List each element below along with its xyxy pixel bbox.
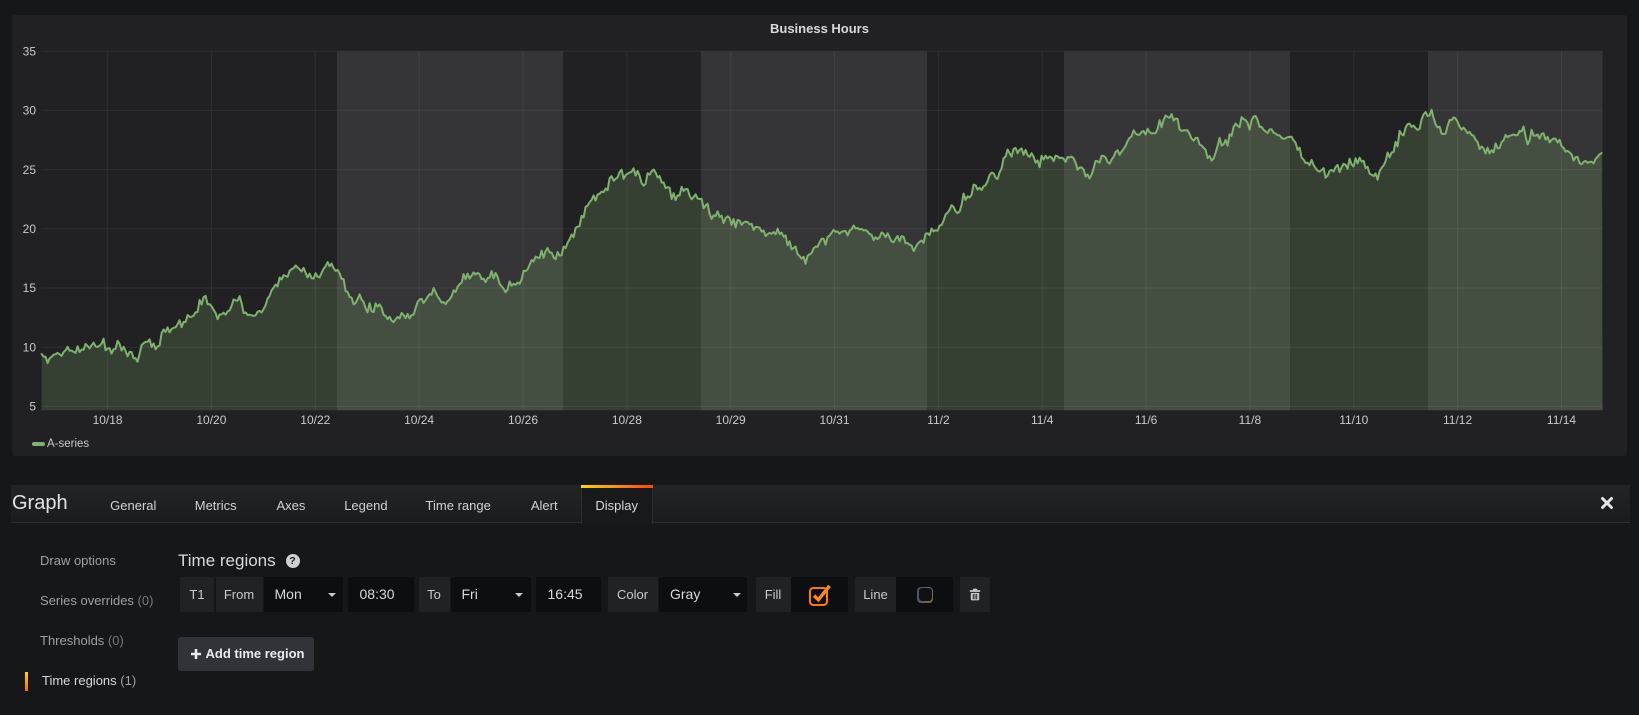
svg-text:10: 10 <box>23 340 37 354</box>
svg-text:11/6: 11/6 <box>1135 413 1158 427</box>
svg-text:35: 35 <box>23 45 37 59</box>
svg-text:10/24: 10/24 <box>404 413 434 427</box>
svg-text:10/18: 10/18 <box>93 413 123 427</box>
svg-text:10/22: 10/22 <box>300 413 330 427</box>
svg-text:25: 25 <box>23 163 37 177</box>
svg-text:10/29: 10/29 <box>716 413 746 427</box>
svg-text:11/4: 11/4 <box>1031 413 1054 427</box>
svg-text:11/8: 11/8 <box>1239 413 1262 427</box>
svg-text:11/10: 11/10 <box>1339 413 1368 427</box>
svg-text:10/28: 10/28 <box>612 413 642 427</box>
svg-text:20: 20 <box>23 222 37 236</box>
svg-text:10/20: 10/20 <box>196 413 226 427</box>
svg-text:11/2: 11/2 <box>927 413 950 427</box>
svg-text:11/12: 11/12 <box>1443 413 1472 427</box>
svg-text:11/14: 11/14 <box>1547 413 1576 427</box>
svg-text:30: 30 <box>23 104 37 118</box>
svg-text:10/31: 10/31 <box>819 413 849 427</box>
svg-text:10/26: 10/26 <box>508 413 538 427</box>
svg-text:15: 15 <box>23 281 37 295</box>
svg-text:5: 5 <box>29 400 36 414</box>
